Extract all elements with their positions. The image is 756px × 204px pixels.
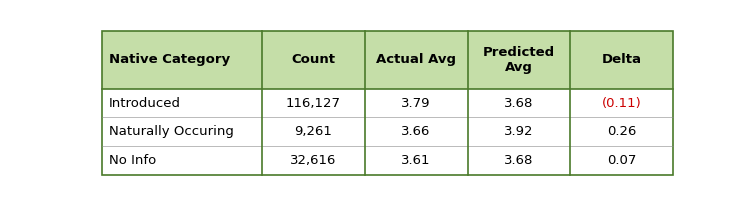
Text: 3.68: 3.68 xyxy=(504,96,534,110)
Text: 3.61: 3.61 xyxy=(401,154,431,167)
Text: (0.11): (0.11) xyxy=(602,96,642,110)
Text: 3.79: 3.79 xyxy=(401,96,431,110)
Text: 0.26: 0.26 xyxy=(607,125,637,139)
Text: Naturally Occuring: Naturally Occuring xyxy=(109,125,234,139)
Text: Count: Count xyxy=(291,53,335,66)
Text: 32,616: 32,616 xyxy=(290,154,336,167)
Text: Delta: Delta xyxy=(602,53,642,66)
Text: 0.07: 0.07 xyxy=(607,154,637,167)
Text: Predicted
Avg: Predicted Avg xyxy=(483,46,555,74)
Text: 3.68: 3.68 xyxy=(504,154,534,167)
Text: Native Category: Native Category xyxy=(109,53,230,66)
Text: Introduced: Introduced xyxy=(109,96,181,110)
Text: Actual Avg: Actual Avg xyxy=(376,53,456,66)
Bar xyxy=(101,31,674,89)
Text: 116,127: 116,127 xyxy=(286,96,341,110)
Text: 9,261: 9,261 xyxy=(294,125,332,139)
Text: No Info: No Info xyxy=(109,154,156,167)
Text: 3.66: 3.66 xyxy=(401,125,431,139)
Text: 3.92: 3.92 xyxy=(504,125,534,139)
